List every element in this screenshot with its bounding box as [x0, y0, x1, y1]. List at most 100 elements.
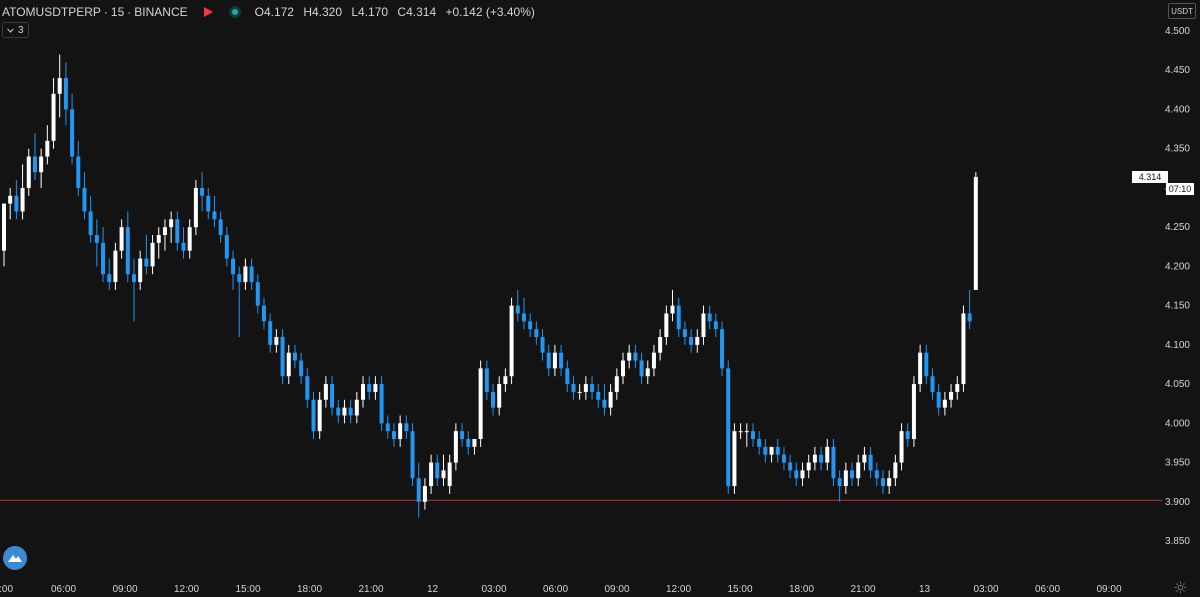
candle[interactable] [775, 439, 780, 463]
candle[interactable] [633, 344, 638, 369]
candle[interactable] [676, 297, 681, 337]
candle[interactable] [101, 227, 106, 283]
candle[interactable] [534, 321, 539, 345]
candle[interactable] [45, 125, 50, 165]
price-axis[interactable]: 4.5004.4504.4004.3504.3004.2504.2004.150… [1165, 26, 1190, 547]
candle[interactable] [286, 344, 291, 385]
candle[interactable] [955, 376, 960, 400]
candle[interactable] [949, 384, 954, 408]
indicators-toggle-button[interactable]: 3 [2, 22, 29, 38]
candle[interactable] [614, 368, 619, 400]
candle[interactable] [169, 211, 174, 243]
candle[interactable] [682, 321, 687, 345]
candle[interactable] [299, 352, 304, 385]
candle[interactable] [707, 305, 712, 330]
candle[interactable] [435, 454, 440, 487]
candle[interactable] [175, 211, 180, 251]
candle[interactable] [497, 376, 502, 416]
candle[interactable] [330, 376, 335, 416]
candle[interactable] [57, 54, 62, 118]
candle[interactable] [812, 446, 817, 471]
candle[interactable] [491, 384, 496, 416]
candle[interactable] [144, 235, 149, 275]
candle[interactable] [880, 470, 885, 494]
candle[interactable] [342, 399, 347, 424]
candle[interactable] [107, 258, 112, 290]
candle[interactable] [973, 172, 978, 290]
candle[interactable] [8, 187, 13, 220]
candle[interactable] [14, 180, 19, 220]
candle[interactable] [509, 297, 514, 385]
candle[interactable] [689, 329, 694, 353]
candle[interactable] [187, 219, 192, 259]
market-status-icon[interactable] [228, 6, 241, 18]
candle[interactable] [720, 321, 725, 377]
candle[interactable] [466, 431, 471, 455]
candle[interactable] [404, 415, 409, 439]
candle[interactable] [744, 423, 749, 447]
candle[interactable] [596, 384, 601, 408]
symbol-name[interactable]: ATOMUSDTPERP [2, 5, 101, 19]
candle[interactable] [20, 164, 25, 220]
candle[interactable] [336, 399, 341, 424]
candle[interactable] [206, 187, 211, 220]
candle[interactable] [231, 250, 236, 290]
candle[interactable] [367, 376, 372, 400]
candle[interactable] [806, 454, 811, 479]
candle[interactable] [237, 266, 242, 337]
candle[interactable] [150, 235, 155, 275]
candle[interactable] [887, 470, 892, 494]
candle[interactable] [732, 423, 737, 494]
candle[interactable] [193, 180, 198, 235]
candle[interactable] [70, 93, 75, 165]
candle[interactable] [460, 423, 465, 447]
currency-button[interactable]: USDT [1168, 3, 1196, 19]
candle[interactable] [261, 297, 266, 330]
candle[interactable] [51, 78, 56, 149]
candle[interactable] [528, 313, 533, 337]
candle[interactable] [651, 344, 656, 377]
candle[interactable] [936, 384, 941, 416]
candle[interactable] [874, 462, 879, 487]
candle[interactable] [521, 297, 526, 330]
candle[interactable] [837, 470, 842, 502]
candle[interactable] [757, 431, 762, 455]
candle[interactable] [138, 250, 143, 290]
candle[interactable] [447, 454, 452, 494]
flag-icon[interactable] [203, 7, 213, 17]
candle[interactable] [825, 439, 830, 471]
candle[interactable] [794, 462, 799, 487]
candle[interactable] [323, 376, 328, 408]
candle[interactable] [422, 478, 427, 510]
candle[interactable] [726, 360, 731, 494]
candle[interactable] [311, 391, 316, 439]
candle[interactable] [843, 462, 848, 494]
candle[interactable] [478, 360, 483, 447]
candle[interactable] [701, 305, 706, 345]
candle[interactable] [819, 446, 824, 471]
candle[interactable] [868, 446, 873, 479]
candle[interactable] [781, 446, 786, 471]
candle[interactable] [893, 454, 898, 487]
candle[interactable] [379, 376, 384, 432]
candle[interactable] [831, 439, 836, 487]
candle[interactable] [249, 258, 254, 290]
candle[interactable] [131, 258, 136, 322]
candle[interactable] [670, 289, 675, 322]
candle[interactable] [515, 289, 520, 322]
candle[interactable] [125, 211, 130, 283]
candle[interactable] [905, 423, 910, 447]
candle[interactable] [200, 172, 205, 212]
candle[interactable] [317, 391, 322, 439]
candle[interactable] [788, 454, 793, 479]
candle[interactable] [156, 227, 161, 259]
candle[interactable] [862, 446, 867, 471]
candle[interactable] [429, 454, 434, 494]
candle[interactable] [398, 415, 403, 447]
candle[interactable] [305, 368, 310, 408]
candle[interactable] [113, 242, 118, 290]
candle[interactable] [280, 329, 285, 385]
candle[interactable] [224, 227, 229, 267]
candle[interactable] [577, 384, 582, 400]
